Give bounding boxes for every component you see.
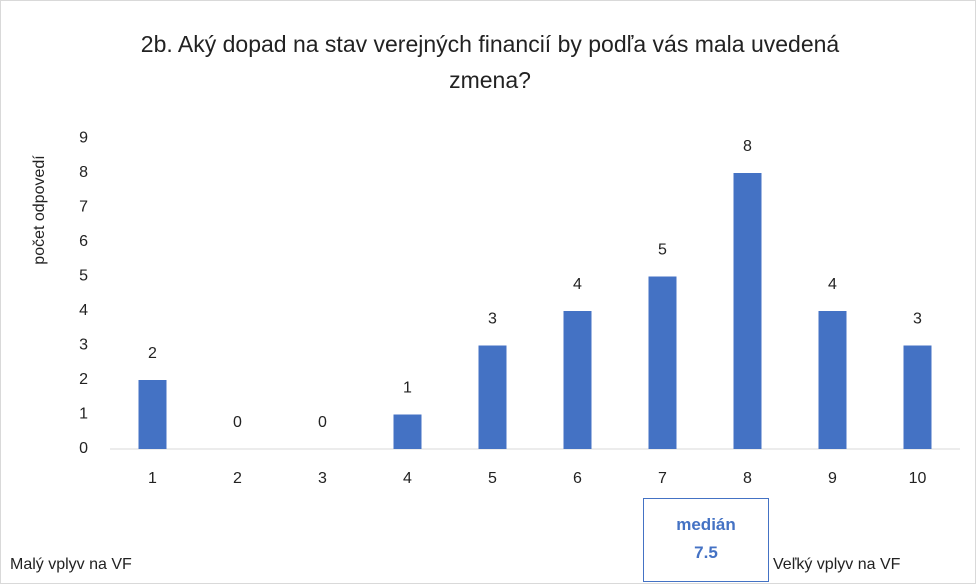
right-note: Veľký vplyv na VF — [773, 556, 901, 573]
y-tick-label: 9 — [79, 130, 88, 147]
x-tick-label: 5 — [488, 470, 497, 487]
data-label: 0 — [318, 414, 327, 431]
y-tick-label: 5 — [79, 268, 88, 285]
data-label: 3 — [913, 311, 922, 328]
x-tick-label: 3 — [318, 470, 327, 487]
bar — [648, 276, 677, 449]
bar — [478, 345, 507, 449]
bar — [393, 414, 422, 449]
data-label: 4 — [573, 276, 582, 293]
y-tick-label: 0 — [79, 440, 88, 457]
median-box: medián 7.5 — [643, 498, 769, 582]
bar — [903, 345, 932, 449]
x-tick-label: 8 — [743, 470, 752, 487]
data-label: 1 — [403, 380, 412, 397]
y-tick-label: 7 — [79, 199, 88, 216]
x-tick-label: 7 — [658, 470, 667, 487]
bar — [563, 311, 592, 449]
x-tick-label: 2 — [233, 470, 242, 487]
y-tick-label: 8 — [79, 164, 88, 181]
data-label: 2 — [148, 345, 157, 362]
y-axis-label: počet odpovedí — [31, 155, 48, 265]
y-tick-label: 6 — [79, 233, 88, 250]
data-label: 5 — [658, 242, 667, 259]
x-tick-label: 1 — [148, 470, 157, 487]
median-label: medián — [676, 515, 736, 534]
median-value: 7.5 — [694, 543, 718, 562]
x-tick-label: 6 — [573, 470, 582, 487]
y-tick-label: 4 — [79, 302, 88, 319]
bar — [818, 311, 847, 449]
data-label: 0 — [233, 414, 242, 431]
data-label: 3 — [488, 311, 497, 328]
x-tick-label: 9 — [828, 470, 837, 487]
x-tick-label: 4 — [403, 470, 412, 487]
y-tick-label: 3 — [79, 337, 88, 354]
chart-title: 2b. Aký dopad na stav verejných financií… — [140, 31, 840, 93]
data-label: 8 — [743, 138, 752, 155]
left-note: Malý vplyv na VF — [10, 556, 132, 573]
bar — [733, 173, 762, 449]
data-label: 4 — [828, 276, 837, 293]
x-tick-label: 10 — [909, 470, 927, 487]
y-tick-label: 1 — [79, 406, 88, 423]
y-tick-label: 2 — [79, 371, 88, 388]
bar — [138, 380, 167, 449]
